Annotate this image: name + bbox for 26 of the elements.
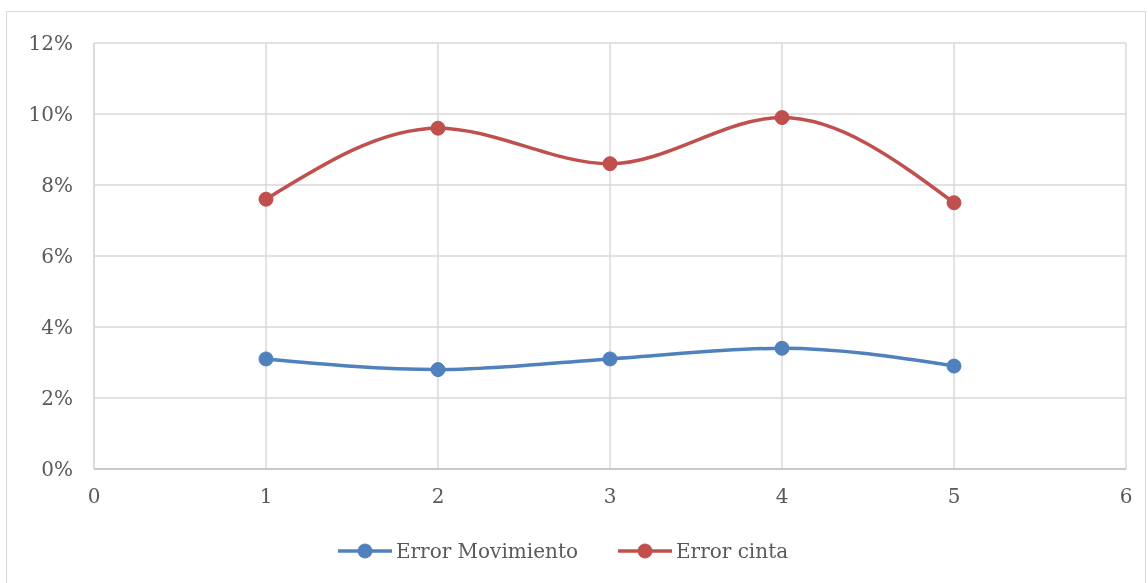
point (774, 110, 790, 126)
point (946, 358, 962, 374)
y-tick-label: 8% (41, 173, 73, 198)
y-tick-label: 6% (41, 244, 73, 269)
y-tick-label: 4% (41, 315, 73, 340)
point (430, 362, 446, 378)
point (602, 351, 618, 367)
point (430, 120, 446, 136)
point (946, 195, 962, 211)
y-tick-label: 10% (28, 102, 73, 127)
x-tick-label: 4 (775, 484, 789, 509)
y-tick-label: 0% (41, 457, 73, 482)
x-tick-label: 1 (259, 484, 273, 509)
point (258, 191, 274, 207)
point (774, 340, 790, 356)
x-tick-label: 0 (87, 484, 101, 509)
legend-label: Error Movimiento (395, 539, 578, 563)
legend-label: Error cinta (675, 539, 789, 563)
x-tick-label: 3 (603, 484, 617, 509)
x-tick-label: 2 (431, 484, 445, 509)
x-tick-label: 6 (1119, 484, 1133, 509)
point (258, 351, 274, 367)
y-tick-label: 2% (41, 386, 73, 411)
y-tick-label: 12% (28, 31, 73, 56)
point (602, 156, 618, 172)
x-tick-label: 5 (947, 484, 961, 509)
